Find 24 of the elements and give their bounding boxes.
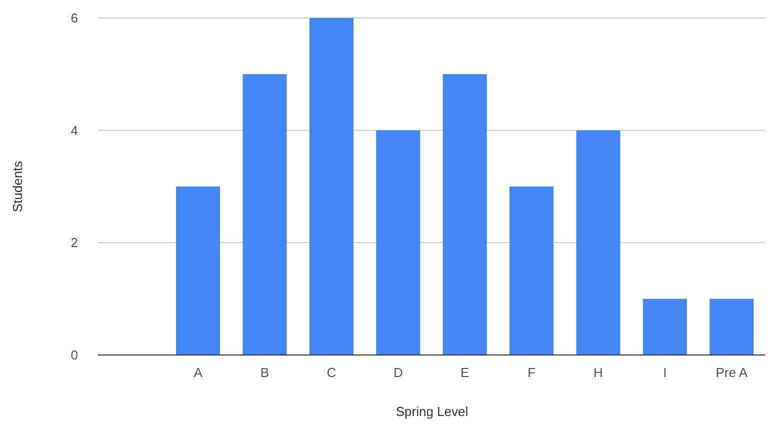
x-tick-label: Pre A <box>716 365 748 380</box>
x-tick-label: I <box>663 365 667 380</box>
x-tick-label: C <box>326 365 336 380</box>
x-tick-label: A <box>194 365 203 380</box>
y-axis-title: Students <box>10 160 25 212</box>
x-tick-label: H <box>594 365 603 380</box>
x-tick-label: B <box>260 365 270 380</box>
bar <box>176 186 220 355</box>
x-tick-label: F <box>528 365 536 380</box>
y-tick-label: 2 <box>70 235 78 250</box>
x-tick-label: E <box>460 365 470 380</box>
bar <box>710 298 754 355</box>
bar <box>442 74 487 355</box>
bar <box>642 298 687 355</box>
y-tick-label: 6 <box>70 10 78 26</box>
bar <box>242 74 287 355</box>
y-tick-label: 4 <box>70 122 78 138</box>
bar <box>576 130 620 355</box>
x-axis-title: Spring Level <box>396 404 468 419</box>
bar <box>510 186 554 355</box>
bar <box>309 18 354 355</box>
x-tick-label: D <box>393 365 403 380</box>
y-tick-label: 0 <box>70 348 78 363</box>
bar <box>376 130 420 355</box>
